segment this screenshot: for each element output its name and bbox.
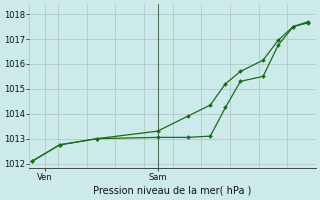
X-axis label: Pression niveau de la mer( hPa ): Pression niveau de la mer( hPa ) xyxy=(93,186,252,196)
